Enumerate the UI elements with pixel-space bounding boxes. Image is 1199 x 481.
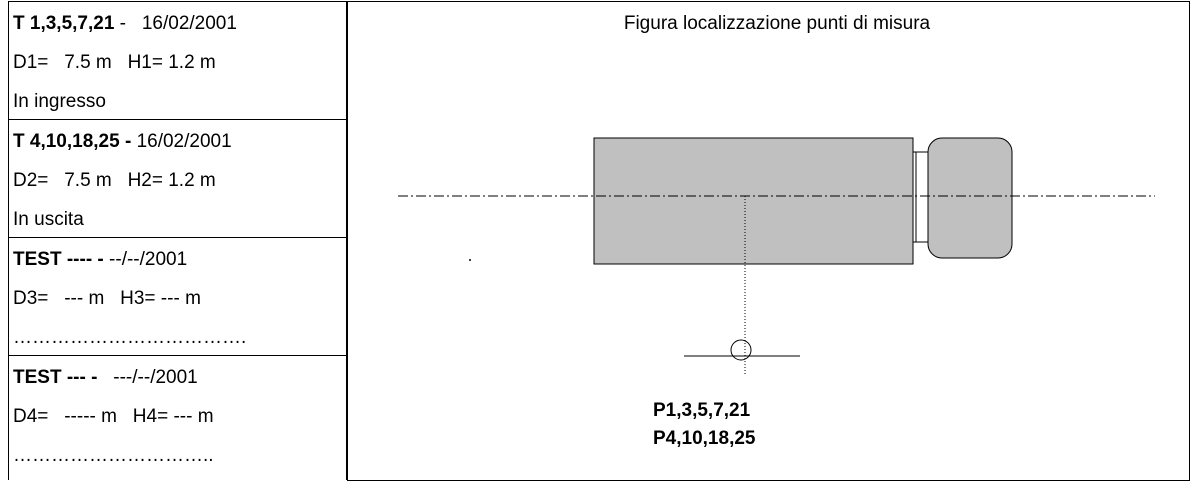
cell-line: D4= ----- m H4= --- m	[13, 406, 214, 427]
cell-line: D2= 7.5 m H2= 1.2 m	[13, 170, 216, 191]
point-label: P4,10,18,25	[653, 428, 756, 449]
cell-line: …………………………..	[13, 445, 214, 466]
heading-bold: TEST ---- -	[13, 249, 104, 270]
heading-date: - 16/02/2001	[114, 13, 237, 34]
heading-bold: TEST --- -	[13, 367, 98, 388]
microphone	[730, 339, 752, 361]
dot	[469, 259, 471, 261]
cell-line: ……………………………….	[13, 327, 247, 348]
cell-line: In ingresso	[13, 91, 106, 112]
info-cell: T 4,10,18,25 - 16/02/2001 D2= 7.5 m H2= 1…	[8, 119, 347, 237]
heading-date: --/--/2001	[103, 249, 188, 270]
cell-line: D1= 7.5 m H1= 1.2 m	[13, 52, 216, 73]
cell-heading: T 4,10,18,25 - 16/02/2001	[13, 122, 346, 161]
info-cell: T 1,3,5,7,21 - 16/02/2001 D1= 7.5 m H1= 1…	[8, 1, 347, 119]
point-label: P1,3,5,7,21	[653, 400, 751, 421]
info-cell: TEST --- - ---/--/2001 D4= ----- m H4= --…	[8, 355, 347, 480]
info-cell: TEST ---- - --/--/2001 D3= --- m H3= --- …	[8, 237, 347, 355]
cell-line: D3= --- m H3= --- m	[13, 288, 201, 309]
cell-heading: TEST --- - ---/--/2001	[13, 358, 346, 397]
cell-heading: TEST ---- - --/--/2001	[13, 240, 346, 279]
cell-heading: T 1,3,5,7,21 - 16/02/2001	[13, 4, 346, 43]
heading-date: ---/--/2001	[97, 367, 198, 388]
heading-date: 16/02/2001	[131, 131, 232, 152]
cab	[927, 137, 1013, 259]
cell-line: In uscita	[13, 209, 84, 230]
trailer	[593, 137, 914, 265]
heading-bold: T 1,3,5,7,21	[13, 13, 115, 34]
heading-bold: T 4,10,18,25 -	[13, 131, 132, 152]
figure-title: Figura localizzazione punti di misura	[624, 13, 931, 34]
